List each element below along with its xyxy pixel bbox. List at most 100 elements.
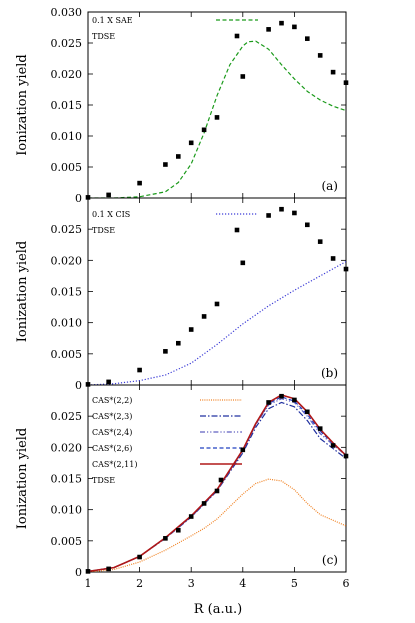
data-point-tdse — [330, 69, 336, 75]
data-point-tdse — [163, 162, 168, 167]
panel-b: 0 0.005 0.010 0.015 0.020 0.025 Ionization yie… — [15, 197, 349, 392]
data-point-tdse — [330, 443, 336, 448]
data-point-tdse — [201, 501, 207, 506]
panel-c: 0 0.005 0.010 0.015 0.020 0.025 1 2 3 4 5 6 Ionizati… — [15, 384, 350, 590]
data-point-tdse — [240, 260, 246, 266]
y-tick-label: 0.020 — [51, 68, 83, 81]
data-point-tdse — [343, 80, 349, 85]
data-point-tdse — [137, 180, 142, 186]
data-point-tdse — [137, 367, 142, 373]
data-point-tdse — [214, 115, 220, 120]
data-point-tdse — [266, 400, 271, 405]
y-tick-label: 0.015 — [51, 473, 83, 486]
data-point-tdse — [176, 527, 181, 533]
data-point-tdse — [85, 195, 91, 200]
data-point-tdse — [292, 397, 297, 403]
data-point-tdse — [201, 314, 207, 319]
legend-label-cas-2-11: CAS*(2,11) — [92, 460, 137, 469]
data-point-tdse — [317, 53, 323, 58]
y-axis-label: Ionization yield — [15, 241, 30, 342]
y-tick-label: 0 — [75, 566, 82, 579]
y-tick-label: 0.010 — [51, 504, 83, 517]
data-point-tdse — [279, 206, 284, 212]
data-point-tdse — [176, 154, 181, 159]
data-point-tdse — [240, 447, 246, 453]
legend-label-cas-2-2: CAS*(2,2) — [92, 396, 132, 405]
y-tick-label: 0.025 — [51, 37, 83, 50]
data-point-tdse — [292, 24, 297, 30]
y-tick-label: 0 — [75, 192, 82, 205]
data-point-tdse — [240, 74, 246, 79]
data-point-tdse — [201, 127, 207, 133]
y-tick-label: 0.005 — [51, 161, 83, 174]
data-point-tdse — [106, 192, 111, 198]
series-line-cas-2-4 — [88, 398, 346, 572]
data-point-tdse — [279, 20, 284, 26]
data-point-tdse — [343, 453, 349, 459]
data-point-tdse — [305, 36, 310, 41]
legend-label-cas-2-6: CAS*(2,6) — [92, 444, 132, 453]
x-tick-label: 6 — [343, 577, 350, 590]
data-point-tdse — [317, 239, 323, 244]
legend-marker-tdse — [234, 227, 240, 233]
data-point-tdse — [305, 409, 310, 415]
data-point-tdse — [330, 256, 336, 261]
data-point-tdse — [188, 140, 194, 146]
series-line-0-1-x-cis — [88, 261, 346, 385]
y-tick-label: 0 — [75, 379, 82, 392]
legend-label-cas-2-3: CAS*(2,3) — [92, 412, 132, 421]
data-point-tdse — [137, 554, 142, 560]
data-point-tdse — [188, 514, 194, 519]
series-line-cas-2-11 — [88, 394, 346, 572]
data-point-tdse — [176, 340, 181, 346]
data-point-tdse — [305, 222, 310, 228]
data-point-tdse — [163, 536, 168, 541]
data-point-tdse — [188, 327, 194, 332]
legend-label-tdse: TDSE — [92, 32, 115, 41]
y-tick-label: 0.020 — [51, 441, 83, 454]
y-tick-label: 0.030 — [51, 6, 83, 19]
y-tick-label: 0.010 — [51, 317, 83, 330]
y-axis-label: Ionization yield — [15, 428, 30, 529]
data-point-tdse — [214, 301, 220, 307]
x-tick-label: 4 — [239, 577, 246, 590]
y-axis-label: Ionization yield — [15, 54, 30, 155]
x-tick-label: 3 — [188, 577, 195, 590]
y-tick-label: 0.010 — [51, 130, 83, 143]
data-point-tdse — [266, 27, 271, 32]
y-tick-label: 0.015 — [51, 286, 83, 299]
legend-label-tdse: TDSE — [92, 476, 115, 485]
legend-label-0-1-x-sae: 0.1 X SAE — [92, 16, 133, 25]
y-tick-label: 0.005 — [51, 348, 83, 361]
y-tick-label: 0.015 — [51, 99, 83, 112]
x-tick-label: 2 — [136, 577, 143, 590]
data-point-tdse — [279, 393, 284, 399]
data-point-tdse — [214, 488, 220, 494]
legend-label-0-1-x-cis: 0.1 X CIS — [92, 210, 130, 219]
panel-label: (a) — [321, 179, 338, 193]
x-tick-label: 1 — [85, 577, 92, 590]
x-tick-label: 5 — [291, 577, 298, 590]
x-axis-label: R (a.u.) — [194, 602, 242, 617]
data-point-tdse — [292, 210, 297, 216]
y-tick-label: 0.020 — [51, 254, 83, 267]
series-line-0-1-x-sae — [88, 40, 346, 198]
data-point-tdse — [163, 349, 168, 354]
y-tick-label: 0.025 — [51, 410, 83, 423]
legend-label-cas-2-4: CAS*(2,4) — [92, 428, 132, 437]
data-point-tdse — [317, 426, 323, 431]
y-tick-label: 0.005 — [51, 535, 83, 548]
data-point-tdse — [85, 382, 91, 387]
data-point-tdse — [343, 266, 349, 272]
series-line-cas-2-6 — [88, 396, 346, 572]
panel-a: 0 0.005 0.010 0.015 0.020 0.025 0.030 Ionizatio… — [15, 6, 349, 205]
legend-marker-tdse — [218, 477, 224, 483]
y-tick-label: 0.025 — [51, 223, 83, 236]
data-point-tdse — [85, 569, 91, 574]
legend-marker-tdse — [234, 33, 240, 39]
data-point-tdse — [266, 213, 271, 218]
panel-label: (c) — [322, 553, 338, 567]
data-point-tdse — [106, 379, 111, 385]
series-line-cas-2-3 — [88, 401, 346, 572]
